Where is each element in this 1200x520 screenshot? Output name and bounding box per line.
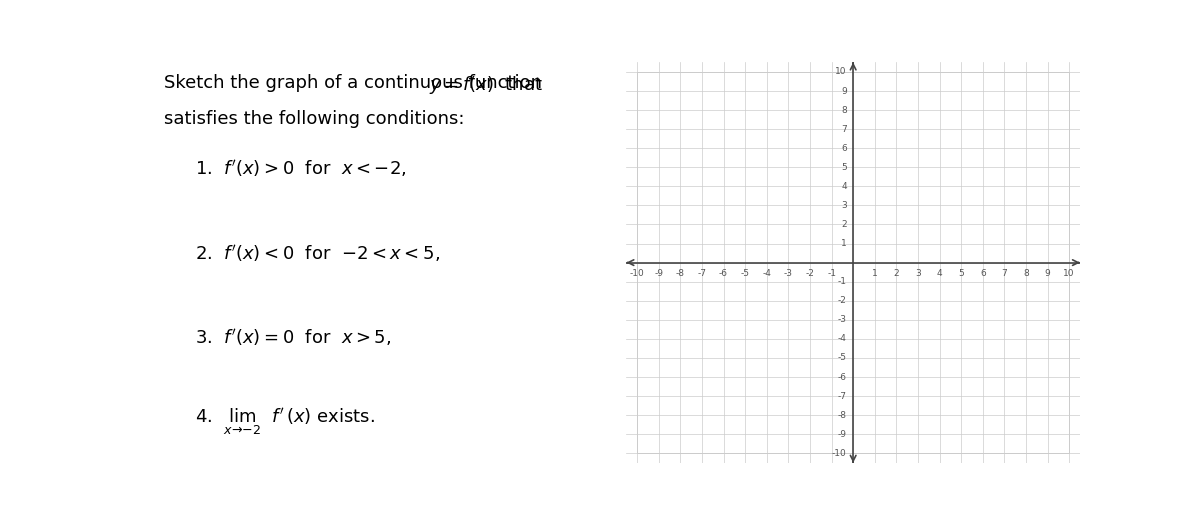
Text: 3: 3 bbox=[841, 201, 847, 210]
Text: 3: 3 bbox=[916, 269, 920, 278]
Text: -3: -3 bbox=[784, 269, 793, 278]
Text: -4: -4 bbox=[838, 334, 847, 343]
Text: -9: -9 bbox=[654, 269, 664, 278]
Text: 8: 8 bbox=[841, 106, 847, 114]
Text: 4: 4 bbox=[841, 182, 847, 191]
Text: 10: 10 bbox=[835, 68, 847, 76]
Text: -7: -7 bbox=[697, 269, 707, 278]
Text: -9: -9 bbox=[838, 430, 847, 439]
Text: -6: -6 bbox=[838, 372, 847, 382]
Text: 4: 4 bbox=[937, 269, 942, 278]
Text: -7: -7 bbox=[838, 392, 847, 400]
Text: Sketch the graph of a continuous function: Sketch the graph of a continuous functio… bbox=[163, 74, 553, 93]
Text: -8: -8 bbox=[676, 269, 685, 278]
Text: 9: 9 bbox=[1045, 269, 1050, 278]
Text: -6: -6 bbox=[719, 269, 728, 278]
Text: -5: -5 bbox=[838, 354, 847, 362]
Text: 2: 2 bbox=[894, 269, 899, 278]
Text: 4.  $\lim_{x \to -2}$  $f'(x)$ exists.: 4. $\lim_{x \to -2}$ $f'(x)$ exists. bbox=[196, 407, 376, 438]
Text: -10: -10 bbox=[630, 269, 644, 278]
Text: -4: -4 bbox=[762, 269, 772, 278]
Text: 5: 5 bbox=[959, 269, 964, 278]
Text: -2: -2 bbox=[805, 269, 815, 278]
Text: 2.  $f'(x) < 0$  for  $-2 < x < 5,$: 2. $f'(x) < 0$ for $-2 < x < 5,$ bbox=[196, 242, 440, 264]
Text: 6: 6 bbox=[980, 269, 985, 278]
Text: 9: 9 bbox=[841, 86, 847, 96]
Text: 8: 8 bbox=[1024, 269, 1028, 278]
Text: -10: -10 bbox=[832, 449, 847, 458]
Text: 1.  $f'(x) > 0$  for  $x < -2,$: 1. $f'(x) > 0$ for $x < -2,$ bbox=[196, 159, 407, 179]
Text: -1: -1 bbox=[838, 277, 847, 286]
Text: 7: 7 bbox=[1002, 269, 1007, 278]
Text: 5: 5 bbox=[841, 163, 847, 172]
Text: 7: 7 bbox=[841, 125, 847, 134]
Text: -3: -3 bbox=[838, 315, 847, 324]
Text: -2: -2 bbox=[838, 296, 847, 305]
Text: -1: -1 bbox=[827, 269, 836, 278]
Text: $y = f(x)$  that: $y = f(x)$ that bbox=[430, 74, 542, 96]
Text: 10: 10 bbox=[1063, 269, 1075, 278]
Text: 1: 1 bbox=[841, 239, 847, 248]
Text: -8: -8 bbox=[838, 411, 847, 420]
Text: 6: 6 bbox=[841, 144, 847, 153]
Text: 2: 2 bbox=[841, 220, 847, 229]
Text: 1: 1 bbox=[872, 269, 877, 278]
Text: -5: -5 bbox=[740, 269, 750, 278]
Text: 3.  $f'(x) = 0$  for  $x > 5,$: 3. $f'(x) = 0$ for $x > 5,$ bbox=[196, 327, 391, 348]
Text: satisfies the following conditions:: satisfies the following conditions: bbox=[163, 110, 464, 128]
